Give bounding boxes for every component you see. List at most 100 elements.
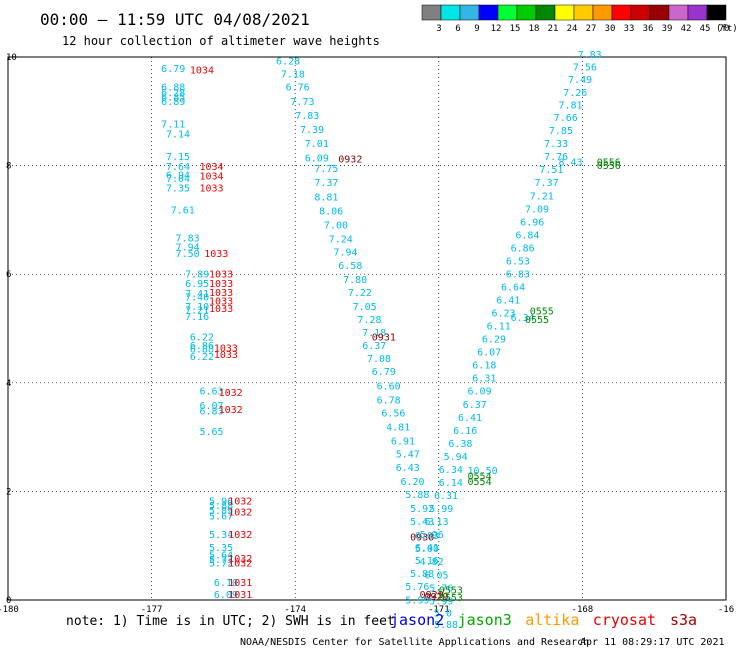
- x-tick-label: -168: [572, 605, 594, 615]
- satellite-jason2: jason2: [390, 611, 444, 629]
- data-label: 6.41: [415, 543, 439, 554]
- legend-tick-label: 24: [567, 24, 578, 34]
- data-label: 1034: [190, 65, 214, 76]
- data-label: 7.51: [539, 165, 563, 176]
- data-label: 6.05: [424, 570, 448, 581]
- data-label: 7.49: [568, 75, 592, 86]
- axis-ticks: -180 -177 -174 -171 -168 -16 0 2 4 6 8 10: [0, 53, 734, 615]
- data-label: 6.09: [468, 387, 492, 398]
- legend-swatch: [440, 4, 461, 21]
- data-label: 6.64: [501, 282, 525, 293]
- data-label: 7.26: [563, 88, 587, 99]
- data-label: 5.89: [209, 506, 233, 517]
- data-label: 6.07: [477, 348, 501, 359]
- data-label: 6.94: [166, 171, 190, 182]
- grid-lines: [8, 57, 726, 600]
- data-label: 5.99: [429, 504, 453, 515]
- data-label: 0555: [530, 306, 554, 317]
- data-label: 6.95: [185, 279, 209, 290]
- data-label: 7.37: [314, 178, 338, 189]
- legend-tick-label: 45: [700, 24, 711, 34]
- data-label: 6.43: [396, 463, 420, 474]
- data-label: 7.66: [554, 113, 578, 124]
- data-label: 5.99: [429, 596, 453, 607]
- data-label: 6.31: [472, 374, 496, 385]
- data-label: 6.53: [506, 256, 530, 267]
- legend-tick-label: 15: [510, 24, 521, 34]
- data-label: 7.05: [353, 302, 377, 313]
- data-label: 6.13: [424, 517, 448, 528]
- data-label: 1033: [209, 269, 233, 280]
- footer-note: note: 1) Time is in UTC; 2) SWH is in fe…: [66, 614, 395, 629]
- legend-swatch: [459, 4, 480, 21]
- x-tick-label: -174: [284, 605, 306, 615]
- data-label: 6.91: [391, 437, 415, 448]
- data-label: 7.56: [573, 63, 597, 74]
- data-label: 6.38: [448, 439, 472, 450]
- data-label: 6.03: [415, 531, 439, 542]
- legend-tick-label: 21: [548, 24, 559, 34]
- y-tick-label: 10: [6, 53, 17, 63]
- data-label: 6.83: [199, 406, 223, 417]
- legend-swatch: [497, 4, 518, 21]
- data-label: 7.85: [549, 126, 573, 137]
- legend-swatch: [516, 4, 537, 21]
- data-label: 6.09: [214, 590, 238, 601]
- legend-tick-label: 39: [662, 24, 673, 34]
- legend-swatch: [611, 4, 632, 21]
- data-label: 5.96: [209, 496, 233, 507]
- data-label: 1033: [214, 343, 238, 354]
- legend-tick-label: 42: [681, 24, 692, 34]
- y-tick-label: 0: [6, 596, 11, 606]
- data-label: 6.28: [161, 88, 185, 99]
- data-label: 7.81: [558, 101, 582, 112]
- data-label: 5.94: [444, 452, 468, 463]
- data-label: 6.23: [491, 309, 515, 320]
- legend-tick-label: 18: [529, 24, 540, 34]
- data-label: 5.88: [209, 501, 233, 512]
- data-label: 6.78: [377, 395, 401, 406]
- data-label: 7.83: [578, 50, 602, 61]
- data-label: 1032: [228, 558, 252, 569]
- data-label: 7.14: [166, 129, 190, 140]
- data-label: 6.41: [496, 296, 520, 307]
- data-label: 7.83: [176, 234, 200, 245]
- data-label: 8.81: [314, 192, 338, 203]
- legend-swatch: [573, 4, 594, 21]
- data-label: 5.67: [209, 512, 233, 523]
- data-label: 7.22: [348, 288, 372, 299]
- data-label: 5.65: [199, 427, 223, 438]
- data-label: 6.86: [190, 341, 214, 352]
- data-label: 6.37: [362, 341, 386, 352]
- y-tick-label: 4: [6, 379, 11, 389]
- data-label: 0555: [525, 315, 549, 326]
- data-label: 8.06: [319, 206, 343, 217]
- data-label: 6.60: [377, 381, 401, 392]
- data-label: 6.09: [305, 153, 329, 164]
- legend-unit: (ft): [716, 24, 738, 34]
- data-label: 0553: [439, 585, 463, 596]
- data-label: 1033: [209, 304, 233, 315]
- legend-swatch: [592, 4, 613, 21]
- data-label: 4.82: [420, 557, 444, 568]
- legend-swatch: [630, 4, 651, 21]
- color-legend: 3 6 9 12 15 18 21 24 27 30 33 36 39 42 45 70(ft): [421, 4, 738, 34]
- data-label: 7.83: [295, 111, 319, 122]
- legend-swatch: [668, 4, 689, 21]
- legend-tick-label: 27: [586, 24, 597, 34]
- satellite-jason3: jason3: [458, 611, 512, 629]
- data-label: 1034: [199, 172, 223, 183]
- data-label: 6.20: [401, 477, 425, 488]
- data-label: 1032: [228, 507, 252, 518]
- legend-tick-label: 33: [624, 24, 635, 34]
- data-label: 6.88: [190, 344, 214, 355]
- data-label: 0931: [372, 332, 396, 343]
- x-tick-label: -180: [0, 605, 19, 615]
- data-label: 1031: [228, 590, 252, 601]
- data-label: 5.35: [209, 543, 233, 554]
- satellite-cryosat: cryosat: [593, 611, 656, 629]
- data-label: 7.94: [333, 248, 357, 259]
- data-label: 6.34: [511, 313, 535, 324]
- data-label: 7.01: [305, 139, 329, 150]
- legend-swatch: [706, 4, 727, 21]
